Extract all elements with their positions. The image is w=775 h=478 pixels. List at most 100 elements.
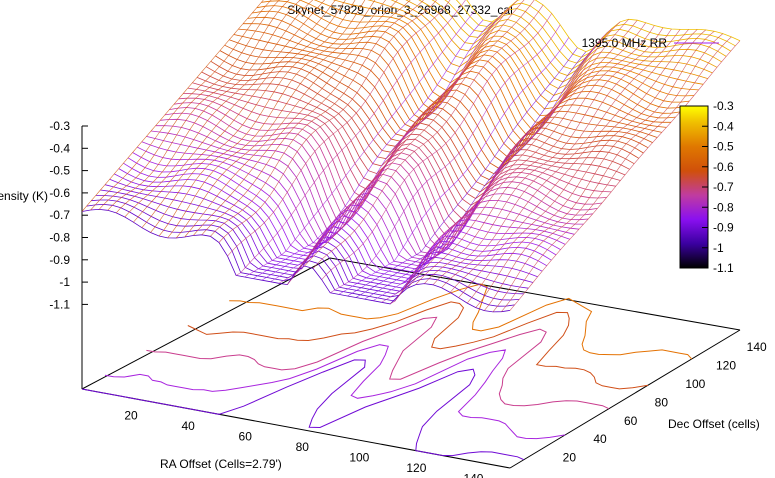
colorbar-tick-label: -0.3 — [713, 99, 734, 113]
mesh-line — [261, 21, 493, 281]
z-tick-label: -0.6 — [49, 186, 70, 200]
mesh-line — [193, 0, 398, 236]
mesh-line — [287, 0, 518, 285]
mesh-line — [218, 0, 437, 243]
contour-line — [229, 283, 693, 360]
colorbar-tick-label: -0.6 — [713, 160, 734, 174]
colorbar-tick-label: -1 — [713, 241, 724, 255]
y-tick-label: 60 — [624, 414, 638, 428]
mesh-line — [184, 0, 386, 238]
mesh-line — [415, 22, 647, 285]
mesh-line — [321, 13, 552, 280]
mesh-line — [432, 27, 664, 286]
mesh-line — [244, 10, 475, 278]
mesh-line — [98, 0, 280, 210]
x-axis-label: RA Offset (Cells=2.79') — [160, 457, 282, 471]
colorbar-tick-label: -0.5 — [713, 140, 734, 154]
mesh-line — [278, 7, 510, 284]
contour-line — [146, 316, 610, 410]
mesh-line — [312, 4, 544, 269]
y-tick-label: 140 — [747, 340, 767, 354]
x-tick-label: 20 — [124, 409, 138, 423]
mesh-line — [501, 36, 732, 312]
mesh-line — [141, 0, 336, 228]
mesh-line — [175, 0, 376, 239]
mesh-line — [210, 0, 424, 237]
mesh-line — [127, 157, 557, 273]
mesh-line — [304, 0, 535, 267]
mesh-line — [347, 47, 578, 297]
mesh-line — [441, 28, 672, 289]
legend-entry-label: 1395.0 MHz RR — [582, 36, 668, 50]
mesh-line — [458, 29, 689, 298]
mesh-line — [509, 40, 741, 311]
z-tick-label: -0.5 — [49, 164, 70, 178]
colorbar-tick-label: -0.8 — [713, 200, 734, 214]
mesh-line — [295, 0, 525, 272]
mesh-line — [133, 0, 326, 223]
contour-line — [187, 301, 649, 390]
z-tick-label: -1 — [59, 275, 70, 289]
y-tick-label: 120 — [716, 359, 736, 373]
mesh-line — [201, 0, 411, 236]
mesh-line — [466, 0, 741, 53]
mesh-line — [449, 29, 681, 293]
mesh-line — [91, 199, 520, 301]
colorbar-gradient — [679, 105, 709, 269]
z-tick-label: -0.8 — [49, 231, 70, 245]
colorbar: -0.3 -0.4 -0.5 -0.6 -0.7 -0.8 -0.9 -1 -1.1 — [679, 99, 734, 275]
mesh-line — [398, 19, 629, 296]
colorbar-ticks: -0.3 -0.4 -0.5 -0.6 -0.7 -0.8 -0.9 -1 -1.1 — [702, 99, 734, 275]
mesh-line — [115, 0, 301, 214]
mesh-line — [475, 29, 706, 308]
mesh-line — [124, 0, 314, 218]
z-axis-label: Intensity (K) — [0, 189, 48, 203]
x-axis-ticks: 20 40 60 80 100 120 140 — [124, 409, 483, 478]
mesh-line — [330, 24, 561, 294]
mesh-line — [253, 19, 484, 279]
z-tick-label: -0.9 — [49, 253, 70, 267]
mesh-line — [81, 0, 264, 212]
mesh-line — [235, 0, 466, 276]
mesh-line — [227, 0, 451, 257]
x-tick-label: 80 — [296, 440, 310, 454]
legend: 1395.0 MHz RR — [582, 36, 719, 50]
y-axis-label: Dec Offset (cells) — [668, 417, 760, 431]
mesh-line — [338, 37, 570, 295]
mesh-line — [492, 33, 724, 313]
y-tick-label: 40 — [593, 432, 607, 446]
mesh-line — [484, 31, 715, 311]
mesh-line — [167, 0, 366, 239]
colorbar-tick-label: -1.1 — [713, 261, 734, 275]
z-tick-label: -1.1 — [49, 297, 70, 311]
mesh-line — [233, 34, 662, 158]
mesh-line — [355, 51, 587, 298]
x-tick-label: 120 — [406, 461, 426, 475]
mesh-line — [158, 0, 356, 237]
z-axis-ticks: -0.3 -0.4 -0.5 -0.6 -0.7 -0.8 -0.9 -1 -1.1 — [49, 119, 88, 311]
mesh-line — [407, 20, 638, 289]
contour-line — [81, 359, 525, 461]
y-tick-label: 100 — [685, 377, 705, 391]
z-tick-label: -0.3 — [49, 119, 70, 133]
base-contours — [81, 283, 693, 461]
colorbar-tick-label: -0.9 — [713, 221, 734, 235]
mesh-line — [109, 178, 538, 285]
y-axis-ticks: 20 40 60 80 100 120 140 — [563, 340, 767, 464]
x-tick-label: 40 — [181, 419, 195, 433]
surface-mesh — [81, 0, 741, 313]
mesh-line — [466, 29, 698, 304]
x-tick-label: 140 — [463, 472, 483, 478]
z-tick-label: -0.7 — [49, 208, 70, 222]
colorbar-tick-label: -0.4 — [713, 119, 734, 133]
x-tick-label: 100 — [349, 451, 369, 465]
mesh-line — [424, 25, 655, 284]
mesh-line — [90, 0, 272, 211]
y-tick-label: 20 — [563, 451, 577, 465]
y-tick-label: 80 — [655, 395, 669, 409]
mesh-line — [390, 21, 621, 305]
colorbar-tick-label: -0.7 — [713, 180, 734, 194]
mesh-line — [150, 0, 346, 233]
mesh-line — [107, 0, 290, 211]
